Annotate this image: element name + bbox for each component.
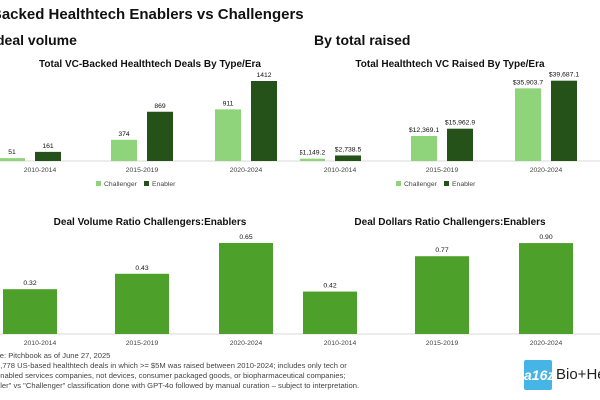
data-label: $39,687.1 <box>549 72 579 79</box>
data-label: 0.77 <box>435 247 448 254</box>
data-label: 869 <box>154 103 166 110</box>
source-line: ce: Pitchbook as of June 27, 2025 <box>0 351 111 360</box>
bar <box>303 291 357 334</box>
x-tick-label: 2020-2024 <box>230 167 263 174</box>
data-label: 0.90 <box>539 234 552 241</box>
bar <box>447 128 473 161</box>
legend-label: Enabler <box>452 181 476 188</box>
legend-swatch <box>396 181 401 186</box>
legend-swatch <box>444 181 449 186</box>
deals-chart: Total VC-Backed Healthtech Deals By Type… <box>0 59 300 188</box>
bar <box>0 158 25 161</box>
data-label: $12,369.1 <box>409 127 439 134</box>
x-tick-label: 2015-2019 <box>126 167 159 174</box>
volume-ratio-chart: Deal Volume Ratio Challengers:Enablers 20… <box>0 217 300 347</box>
x-tick-label: 2015-2019 <box>426 340 459 347</box>
legend-label: Challenger <box>404 181 438 188</box>
raised-chart: Total Healthtech VC Raised By Type/Era 20… <box>300 59 600 188</box>
x-tick-label: 2010-2014 <box>324 167 357 174</box>
right-section-heading: By total raised <box>314 32 411 48</box>
data-label: 0.32 <box>23 280 36 287</box>
x-tick-label: 2015-2019 <box>126 340 159 347</box>
data-label: 911 <box>223 100 234 107</box>
data-label: 0.42 <box>323 283 336 290</box>
chart-title: Deal Dollars Ratio Challengers:Enablers <box>354 217 546 228</box>
bar <box>215 109 241 161</box>
legend-swatch <box>96 181 101 186</box>
brand-logo: a16z Bio+Health <box>524 360 600 394</box>
bar <box>519 243 573 334</box>
source-line: 3,778 US-based healthtech deals in which… <box>0 361 347 370</box>
logo-badge: a16z <box>524 360 554 390</box>
x-tick-label: 2020-2024 <box>530 340 563 347</box>
data-label: 1412 <box>256 72 271 79</box>
source-note: ce: Pitchbook as of June 27, 2025 3,778 … <box>0 351 359 391</box>
bar <box>3 289 57 334</box>
source-line: enabled services companies, not devices,… <box>0 371 346 380</box>
bar <box>35 151 61 161</box>
legend-label: Enabler <box>152 181 176 188</box>
bar <box>515 88 541 161</box>
chart-title: Deal Volume Ratio Challengers:Enablers <box>54 217 247 228</box>
chart-title: Total VC-Backed Healthtech Deals By Type… <box>39 59 261 70</box>
x-tick-label: 2010-2014 <box>24 340 57 347</box>
chart-title: Total Healthtech VC Raised By Type/Era <box>355 59 545 70</box>
page-title: -Backed Healthtech Enablers vs Challenge… <box>0 6 304 23</box>
bar <box>551 80 577 161</box>
x-tick-label: 2010-2014 <box>24 167 57 174</box>
data-label: $15,962.9 <box>445 120 475 127</box>
logo-text: Bio+Health <box>556 366 600 383</box>
data-label: $2,738.5 <box>335 146 362 153</box>
bar <box>300 158 325 161</box>
data-label: 161 <box>42 143 54 150</box>
bar <box>251 80 277 161</box>
bar <box>415 256 469 334</box>
legend-swatch <box>144 181 149 186</box>
x-tick-label: 2010-2014 <box>324 340 357 347</box>
data-label: 51 <box>8 149 16 156</box>
data-label: 0.43 <box>135 265 148 272</box>
source-line: bler" vs "Challenger" classification don… <box>0 381 360 390</box>
x-tick-label: 2020-2024 <box>530 167 563 174</box>
bar <box>147 111 173 161</box>
bar <box>335 155 361 161</box>
bar <box>115 273 169 334</box>
bar <box>219 243 273 334</box>
data-label: 0.65 <box>239 234 252 241</box>
bar <box>411 135 437 161</box>
x-tick-label: 2015-2019 <box>426 167 459 174</box>
x-tick-label: 2020-2024 <box>230 340 263 347</box>
dollar-ratio-chart: Deal Dollars Ratio Challengers:Enablers 2… <box>300 217 600 347</box>
data-label: $1,149.2 <box>300 150 325 157</box>
bar <box>111 139 137 161</box>
data-label: $35,903.7 <box>513 79 543 86</box>
data-label: 374 <box>118 131 130 138</box>
legend-label: Challenger <box>104 181 138 188</box>
left-section-heading: deal volume <box>0 32 77 48</box>
